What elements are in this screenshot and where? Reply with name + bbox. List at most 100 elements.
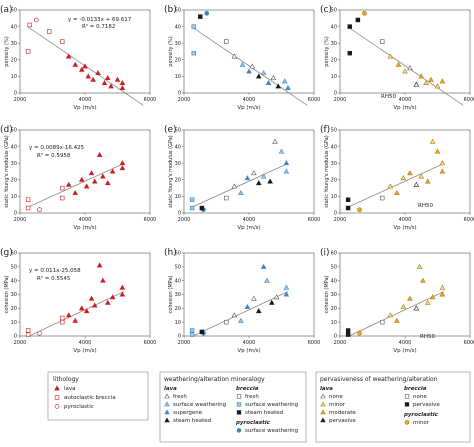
y-axis-label: static Young's modulus (GPa)	[168, 135, 174, 208]
y-tick-label: 40	[175, 278, 181, 284]
y-tick-label: 30	[331, 292, 337, 298]
legend-marker	[404, 394, 410, 399]
panel-label: (a)	[0, 5, 13, 15]
data-point	[78, 305, 85, 311]
legend-marker	[320, 409, 326, 415]
y-tick-label: 10	[331, 320, 337, 326]
data-point	[119, 160, 126, 166]
panels: 0 10 20 30 40 50 2000 4000 6000 Vp (m/s) porosity …	[0, 5, 474, 354]
y-axis-label: porosity (%)	[168, 36, 174, 66]
data-point	[347, 24, 352, 29]
y-tick-label: 0	[178, 211, 181, 217]
legend-pervasiveness-box	[315, 371, 471, 443]
data-point	[275, 83, 282, 89]
data-point	[108, 83, 114, 89]
data-point	[255, 180, 262, 186]
legend-lithology-box	[47, 371, 149, 421]
data-point	[439, 284, 446, 290]
x-tick-label: 4000	[79, 97, 92, 103]
legend-label: pervasive	[413, 402, 440, 408]
data-point	[25, 49, 31, 54]
y-axis-label: cohesion (MPa)	[4, 275, 10, 313]
legend-mineralogy: weathering/alteration mineralogy lava fre…	[159, 371, 307, 443]
legend-pervasiveness: pervasiveness of weathering/alteration l…	[315, 371, 471, 443]
panel-h: 0 10 20 30 40 50 60 2000 4000 6000 Vp (m/s) cohesio…	[164, 248, 320, 354]
data-point	[189, 197, 195, 202]
data-point	[78, 66, 85, 72]
plot-frame-e	[183, 129, 315, 214]
data-point	[402, 68, 408, 74]
data-point	[260, 70, 267, 76]
data-point	[270, 75, 277, 81]
y-tick-label: 30	[175, 292, 181, 298]
data-point	[345, 332, 351, 337]
x-tick-label: 2000	[178, 340, 191, 346]
y-tick-label: 30	[11, 41, 17, 47]
data-point	[345, 328, 351, 333]
legend-marker	[164, 393, 170, 399]
data-point	[283, 291, 290, 297]
data-point	[238, 190, 244, 196]
equation-g-line1: y = 0.011x-25.058	[29, 268, 81, 274]
data-point	[272, 138, 278, 144]
panel-label: (e)	[164, 125, 177, 135]
data-point	[224, 195, 229, 201]
panel-d: 0 10 20 30 40 50 2000 4000 6000 Vp (m/s) static Yo…	[0, 125, 156, 231]
data-point	[355, 17, 361, 23]
legend-label: surface weathering	[245, 428, 298, 434]
panel-label: (c)	[320, 5, 332, 15]
data-point	[60, 319, 65, 325]
legend-label: fresh	[245, 394, 259, 400]
data-point	[420, 277, 426, 283]
x-axis-label: Vp (m/s)	[393, 348, 416, 354]
y-tick-label: 50	[175, 8, 181, 14]
data-point	[283, 284, 290, 290]
y-tick-label: 40	[175, 24, 181, 30]
data-point	[283, 168, 290, 174]
data-point	[204, 10, 210, 16]
y-tick-label: 10	[11, 320, 17, 326]
y-tick-label: 40	[175, 144, 181, 150]
data-point	[387, 183, 394, 189]
data-point	[95, 70, 101, 76]
y-tick-label: 20	[175, 58, 181, 64]
legend-marker	[54, 404, 60, 409]
data-point	[416, 263, 423, 269]
data-point	[428, 76, 434, 82]
legend-marker	[404, 420, 410, 425]
legend-marker	[236, 410, 242, 415]
x-tick-label: 6000	[464, 97, 474, 103]
legend-pervasiveness-title: pervasiveness of weathering/alteration	[320, 376, 438, 383]
x-tick-label: 4000	[399, 340, 412, 346]
y-tick-label: 50	[11, 8, 17, 14]
data-point	[104, 180, 111, 186]
x-tick-label: 4000	[79, 217, 92, 223]
data-point	[91, 302, 98, 308]
data-point	[25, 205, 31, 211]
data-point	[25, 328, 31, 333]
data-point	[400, 303, 407, 309]
data-point	[96, 262, 103, 268]
plot-frame-b	[183, 9, 315, 94]
legend-label: fresh	[173, 394, 187, 400]
legend-marker	[236, 428, 242, 433]
panel-b: 0 10 20 30 40 50 2000 4000 6000 Vp (m/s) porosity …	[164, 5, 320, 111]
data-point	[413, 181, 420, 187]
x-tick-label: 4000	[243, 97, 256, 103]
panel-f: 0 10 20 30 40 50 2000 4000 6000 Vp (m/s) static Yo…	[320, 125, 474, 231]
legend-pervasiveness-items: lava none minor moderate pervasive breccia non…	[320, 386, 440, 426]
data-point	[345, 197, 351, 202]
legend-marker	[164, 401, 170, 407]
legend-label: none	[413, 394, 427, 400]
y-tick-label: 0	[178, 91, 181, 97]
y-axis-label: cohesion (MPa)	[324, 275, 330, 313]
data-point	[424, 178, 431, 184]
data-point	[65, 181, 72, 187]
y-tick-label: 40	[11, 144, 17, 150]
y-tick-label: 20	[331, 58, 337, 64]
data-point	[239, 61, 246, 67]
data-point	[231, 183, 238, 189]
x-tick-label: 4000	[399, 217, 412, 223]
legend-marker	[404, 402, 410, 407]
legend-mineralogy-title: weathering/alteration mineralogy	[164, 376, 265, 383]
